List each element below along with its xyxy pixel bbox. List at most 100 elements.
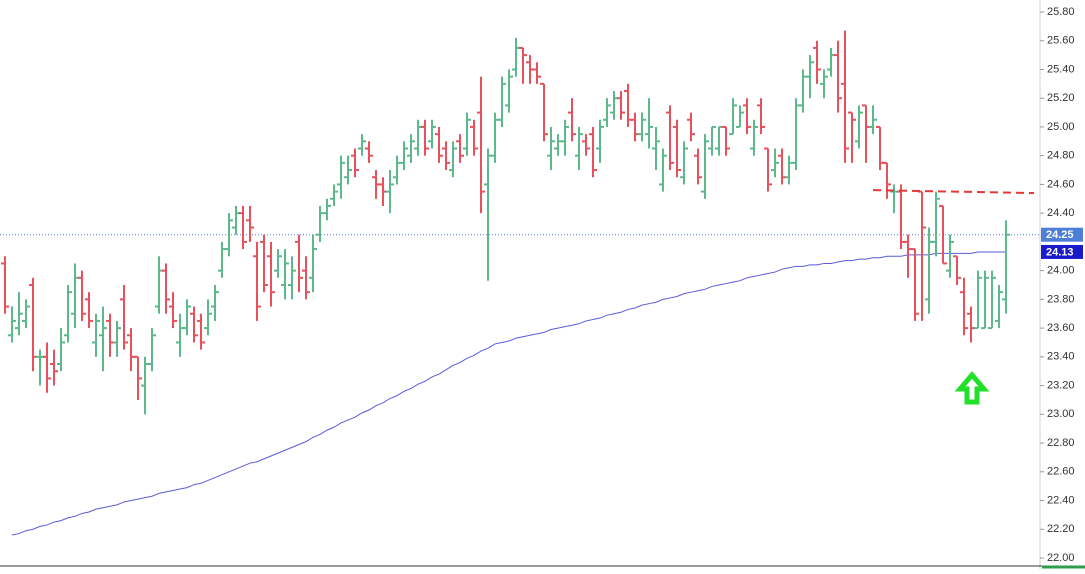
- ohlc-bar: [260, 234, 268, 293]
- ohlc-bar: [533, 62, 541, 84]
- ohlc-bar: [960, 277, 968, 336]
- ohlc-bar: [729, 98, 737, 136]
- ohlc-bar: [288, 256, 296, 300]
- ohlc-bar: [134, 355, 142, 400]
- ohlc-bar: [197, 313, 205, 350]
- ohlc-bar: [722, 125, 730, 156]
- ohlc-bar: [225, 213, 233, 257]
- ohlc-bar: [764, 147, 772, 192]
- y-tick-label: 25.40: [1047, 63, 1075, 75]
- ohlc-bar: [295, 234, 303, 293]
- ohlc-bar: [386, 170, 394, 214]
- ohlc-bar: [365, 141, 373, 163]
- ohlc-bar: [274, 249, 282, 278]
- ohlc-bar: [309, 234, 317, 293]
- ohlc-bar: [449, 141, 457, 178]
- ohlc-bar: [568, 98, 576, 142]
- y-tick-label: 24.00: [1047, 265, 1075, 277]
- arrow-icon: [954, 371, 990, 405]
- ohlc-bar: [351, 148, 359, 178]
- y-tick-label: 22.60: [1047, 466, 1075, 478]
- ohlc-bar: [561, 119, 569, 156]
- ohlc-bar: [911, 248, 919, 321]
- ohlc-bar: [736, 105, 744, 128]
- ohlc-bar: [407, 134, 415, 163]
- ohlc-bar: [547, 126, 555, 171]
- ohlc-bar: [645, 98, 653, 149]
- ohlc-bar: [92, 313, 100, 357]
- ohlc-bar: [820, 69, 828, 99]
- ohlc-bar: [43, 342, 51, 393]
- ohlc-bar: [302, 256, 310, 300]
- ohlc-bar: [1002, 220, 1010, 314]
- ohlc-bar: [190, 306, 198, 343]
- ohlc-bar: [638, 112, 646, 142]
- ohlc-bar: [57, 328, 65, 372]
- ohlc-bar: [421, 119, 429, 156]
- ohlc-bar: [988, 270, 996, 330]
- y-tick-label: 25.20: [1047, 92, 1075, 104]
- y-tick-label: 23.60: [1047, 322, 1075, 334]
- ohlc-bar: [85, 292, 93, 329]
- ohlc-bar: [337, 155, 345, 199]
- y-tick-label: 22.00: [1047, 552, 1075, 564]
- signal-arrow: [954, 371, 990, 405]
- ohlc-bar: [848, 111, 856, 163]
- ohlc-bar: [750, 119, 758, 156]
- ohlc-bar: [169, 292, 177, 329]
- ohlc-bar: [442, 141, 450, 171]
- ohlc-bar: [673, 119, 681, 178]
- ohlc-bar: [50, 349, 58, 386]
- ohlc-bar: [974, 270, 982, 330]
- ohlc-bar: [932, 191, 940, 257]
- y-tick-label: 22.40: [1047, 494, 1075, 506]
- y-tick-label: 22.20: [1047, 523, 1075, 535]
- ohlc-bar: [813, 40, 821, 84]
- ohlc-bar: [806, 55, 814, 99]
- y-tick-label: 23.20: [1047, 379, 1075, 391]
- y-tick-label: 23.80: [1047, 293, 1075, 305]
- ohlc-bar: [519, 46, 527, 84]
- ohlc-bar: [995, 285, 1003, 329]
- y-tick-label: 24.60: [1047, 178, 1075, 190]
- ohlc-bar: [148, 328, 156, 372]
- ohlc-bar: [211, 285, 219, 321]
- ohlc-bar: [855, 105, 863, 149]
- ohlc-bar: [946, 234, 954, 278]
- ohlc-bar: [575, 126, 583, 171]
- ohlc-bar: [981, 270, 989, 330]
- last-price-badge-label: 24.25: [1046, 229, 1074, 241]
- y-tick-label: 25.80: [1047, 6, 1075, 18]
- ohlc-bar: [183, 299, 191, 336]
- ohlc-bar: [15, 292, 23, 336]
- ohlc-bar: [239, 205, 247, 250]
- ohlc-bar: [617, 91, 625, 120]
- ohlc-bar: [694, 148, 702, 185]
- ohlc-bar: [680, 141, 688, 185]
- ohlc-bar: [113, 320, 121, 357]
- ohlc-bar: [743, 98, 751, 135]
- ohlc-bar: [1, 256, 9, 314]
- y-tick-label: 23.40: [1047, 351, 1075, 363]
- y-tick-label: 24.40: [1047, 207, 1075, 219]
- ohlc-bar: [162, 263, 170, 314]
- ohlc-bar: [477, 76, 485, 214]
- moving-average-line: [11, 251, 1006, 536]
- ohlc-bar: [428, 119, 436, 149]
- y-tick-label: 23.00: [1047, 408, 1075, 420]
- y-tick-label: 22.80: [1047, 437, 1075, 449]
- ohlc-bar: [757, 98, 765, 135]
- ohlc-bar: [589, 126, 597, 178]
- ohlc-bar: [939, 204, 947, 265]
- ohlc-bar: [834, 40, 842, 113]
- resistance-line: [872, 189, 1035, 195]
- ohlc-bar: [204, 299, 212, 336]
- ohlc-bar: [358, 134, 366, 156]
- ohlc-bar: [708, 125, 716, 156]
- ohlc-bar: [603, 98, 611, 127]
- ohlc-bar: [596, 119, 604, 163]
- ohlc-bar: [659, 148, 667, 192]
